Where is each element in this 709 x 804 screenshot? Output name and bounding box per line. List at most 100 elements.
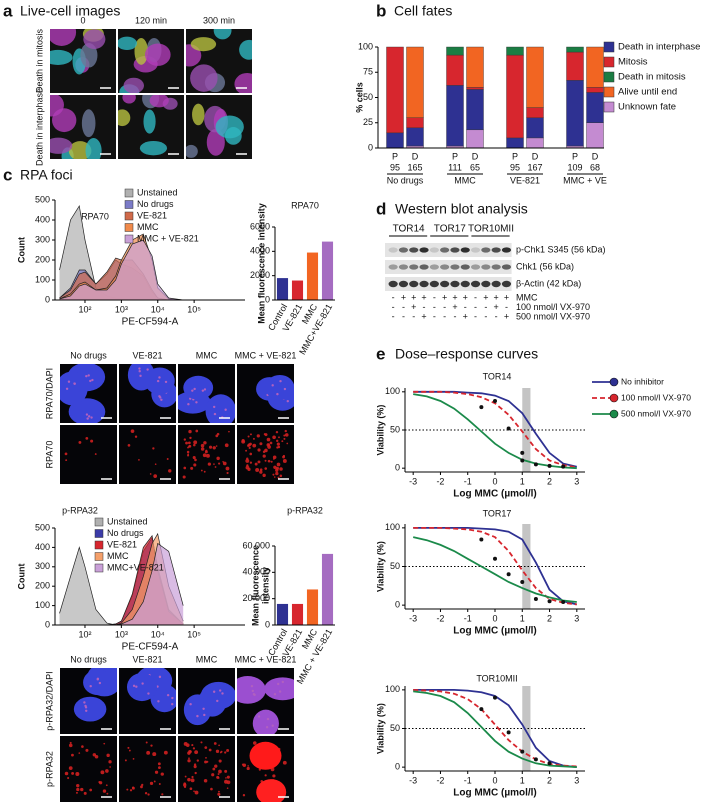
image-content bbox=[118, 95, 178, 156]
focus bbox=[256, 434, 260, 438]
count-label: 65 bbox=[470, 162, 480, 172]
x-tick-label: 0 bbox=[492, 476, 497, 486]
count-label: 165 bbox=[407, 162, 422, 172]
treatment-sign: - bbox=[433, 302, 436, 312]
focus bbox=[89, 379, 92, 383]
blot-band bbox=[470, 264, 481, 270]
focus bbox=[160, 772, 164, 776]
bar-segment bbox=[386, 46, 404, 134]
focus bbox=[257, 448, 261, 452]
x-axis-label: PE-CF594-A bbox=[122, 317, 179, 328]
focus bbox=[283, 387, 287, 391]
series-line bbox=[413, 393, 577, 470]
blot-band bbox=[491, 264, 501, 270]
y-axis-label: Mean fluorescence intensity bbox=[256, 203, 266, 324]
focus bbox=[224, 769, 228, 773]
cell bbox=[50, 29, 77, 46]
bar-segment bbox=[446, 46, 464, 56]
focus bbox=[218, 689, 222, 692]
legend-label: 500 nmol/l VX-970 bbox=[621, 408, 691, 418]
focus bbox=[185, 441, 188, 445]
focus bbox=[252, 693, 256, 696]
focus bbox=[245, 458, 250, 463]
nucleus bbox=[73, 696, 107, 722]
image-content bbox=[182, 429, 230, 479]
micrograph bbox=[60, 425, 117, 484]
focus bbox=[264, 774, 267, 777]
band-label: β-Actin (42 kDa) bbox=[516, 278, 581, 288]
focus bbox=[276, 392, 279, 396]
treatment-sign: + bbox=[494, 292, 499, 302]
focus bbox=[85, 436, 89, 440]
focus bbox=[193, 440, 198, 445]
row-label: p-RPA32 bbox=[44, 751, 54, 787]
cell bbox=[234, 72, 252, 93]
cell bbox=[186, 144, 198, 158]
focus bbox=[187, 446, 189, 449]
focus bbox=[65, 459, 68, 462]
focus bbox=[87, 374, 90, 377]
panel-title: Live-cell images bbox=[20, 3, 120, 19]
focus bbox=[128, 749, 131, 752]
blot-band bbox=[440, 264, 450, 270]
focus bbox=[183, 785, 187, 789]
y-tick-label: 25 bbox=[363, 117, 373, 127]
x-tick-label: 10⁴ bbox=[151, 629, 165, 639]
focus bbox=[202, 707, 205, 710]
image-content bbox=[60, 364, 106, 423]
histogram-outline bbox=[59, 239, 184, 301]
focus bbox=[272, 774, 276, 778]
focus bbox=[225, 777, 227, 779]
bar-segment bbox=[466, 89, 484, 131]
focus bbox=[204, 450, 208, 454]
cell bbox=[134, 37, 148, 65]
focus bbox=[228, 430, 230, 433]
focus bbox=[282, 458, 287, 463]
micrograph bbox=[60, 364, 117, 423]
blot-band bbox=[481, 247, 491, 253]
bar-segment bbox=[466, 129, 484, 149]
focus bbox=[96, 677, 100, 680]
focus bbox=[224, 408, 227, 411]
y-tick-label: 4000 bbox=[250, 246, 270, 256]
cell bbox=[190, 64, 218, 92]
y-tick-label: 300 bbox=[35, 234, 50, 244]
highlight-band bbox=[522, 686, 531, 771]
x-tick-label: 3 bbox=[574, 476, 579, 486]
focus bbox=[152, 447, 155, 450]
data-point bbox=[479, 405, 484, 410]
legend-swatch bbox=[603, 41, 615, 53]
data-point bbox=[520, 579, 525, 584]
focus bbox=[138, 369, 141, 373]
x-tick-label: -2 bbox=[436, 775, 444, 785]
micrograph bbox=[178, 364, 235, 423]
focus bbox=[98, 681, 102, 685]
focus bbox=[64, 452, 68, 456]
treatment-sign: + bbox=[494, 302, 499, 312]
blot-strip bbox=[385, 260, 512, 274]
y-axis-label: Mean fluorescence bbox=[250, 545, 260, 626]
x-tick-label: 2 bbox=[547, 613, 552, 623]
group-label: VE-821 bbox=[510, 175, 540, 185]
x-tick-label: 3 bbox=[574, 775, 579, 785]
legend-label: MMC + VE-821 bbox=[137, 233, 199, 243]
treatment-name: 500 nmol/l VX-970 bbox=[516, 311, 590, 321]
focus bbox=[67, 777, 70, 780]
focus bbox=[276, 462, 281, 467]
focus bbox=[205, 756, 207, 759]
focus bbox=[71, 771, 75, 775]
row-label: RPA70 bbox=[44, 441, 54, 469]
legend-swatch bbox=[124, 211, 134, 221]
y-tick-label: 0 bbox=[265, 619, 270, 629]
focus bbox=[157, 700, 160, 703]
treatment-sign: + bbox=[452, 302, 457, 312]
nucleus bbox=[200, 681, 235, 710]
focus bbox=[182, 475, 186, 479]
cell bbox=[123, 77, 144, 93]
focus bbox=[196, 759, 199, 762]
chart-title: RPA70 bbox=[81, 211, 109, 221]
treatment-sign: + bbox=[452, 292, 457, 302]
blot-band bbox=[491, 280, 501, 288]
bar-segment bbox=[586, 92, 604, 123]
legend-swatch bbox=[94, 563, 104, 573]
